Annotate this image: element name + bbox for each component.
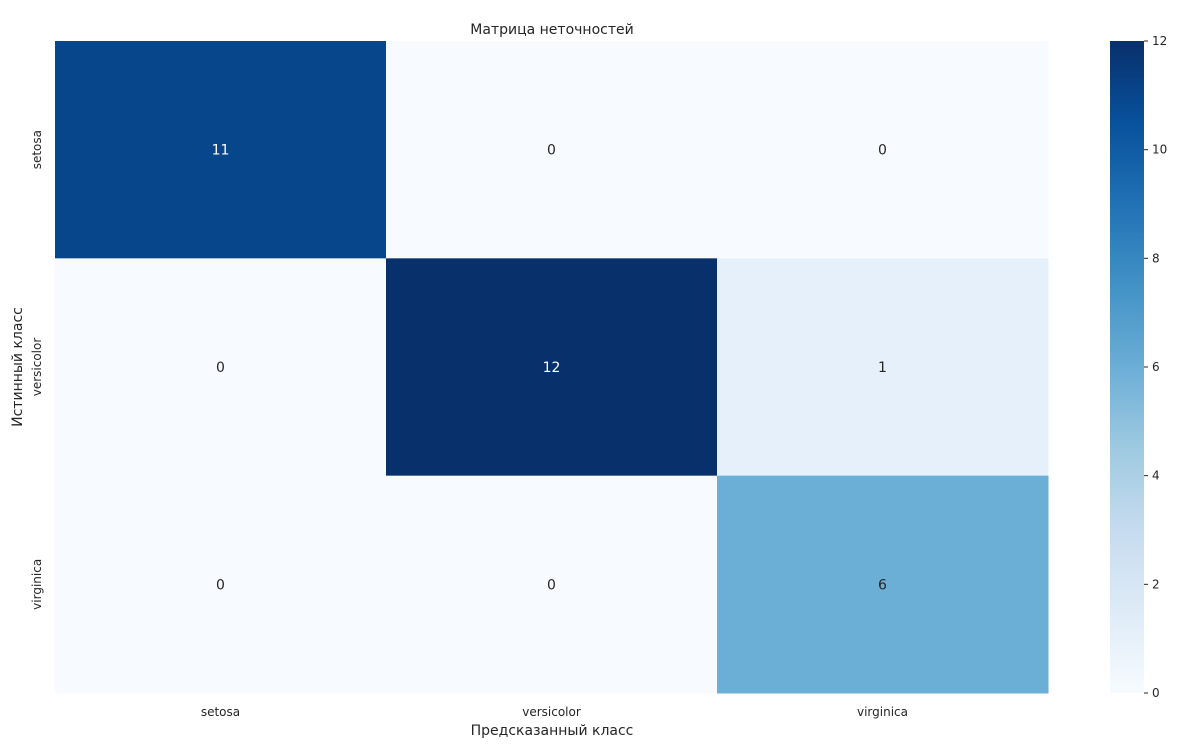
y-axis-label: Истинный класс (10, 307, 26, 427)
heatmap-cell (386, 475, 718, 694)
cell-value-label: 0 (547, 143, 556, 159)
y-tick-labels: setosa versicolor virginica (30, 130, 44, 610)
heatmap-cell (717, 41, 1049, 259)
cell-value-label: 0 (878, 143, 887, 159)
colorbar-tick-label: 8 (1152, 251, 1160, 265)
colorbar-ticks: 0 2 4 6 8 10 12 (1144, 34, 1167, 700)
colorbar-tick-label: 6 (1152, 360, 1160, 374)
y-tick-label: virginica (30, 559, 44, 610)
x-tick-label: virginica (857, 705, 908, 719)
heatmap-cell (55, 41, 387, 259)
chart-title: Матрица неточностей (470, 22, 633, 38)
cell-value-label: 0 (216, 360, 225, 376)
colorbar-tick-label: 12 (1152, 34, 1167, 48)
cell-value-label: 0 (547, 577, 556, 593)
heatmap-cell (55, 258, 387, 477)
heatmap-cell (55, 475, 387, 694)
x-tick-label: setosa (201, 705, 240, 719)
colorbar-tick-label: 4 (1152, 469, 1160, 483)
heatmap-cell (717, 258, 1049, 477)
cell-value-label: 0 (216, 577, 225, 593)
colorbar (1110, 41, 1144, 693)
heatmap-cell (717, 475, 1049, 694)
cell-value-label: 6 (878, 577, 887, 593)
cell-value-label: 1 (878, 360, 887, 376)
y-tick-label: setosa (30, 130, 44, 169)
colorbar-tick-label: 2 (1152, 577, 1160, 591)
y-tick-label: versicolor (30, 338, 44, 397)
heatmap-cell (386, 258, 718, 477)
x-axis-label: Предсказанный класс (471, 723, 634, 739)
colorbar-tick-label: 10 (1152, 143, 1167, 157)
heatmap-cell (386, 41, 718, 259)
x-tick-labels: setosa versicolor virginica (201, 705, 908, 719)
heatmap-cells: 11 0 0 0 12 1 0 0 6 (55, 41, 1049, 694)
cell-value-label: 12 (543, 360, 561, 376)
cell-value-label: 11 (212, 143, 230, 159)
colorbar-tick-label: 0 (1152, 686, 1160, 700)
x-tick-label: versicolor (522, 705, 581, 719)
